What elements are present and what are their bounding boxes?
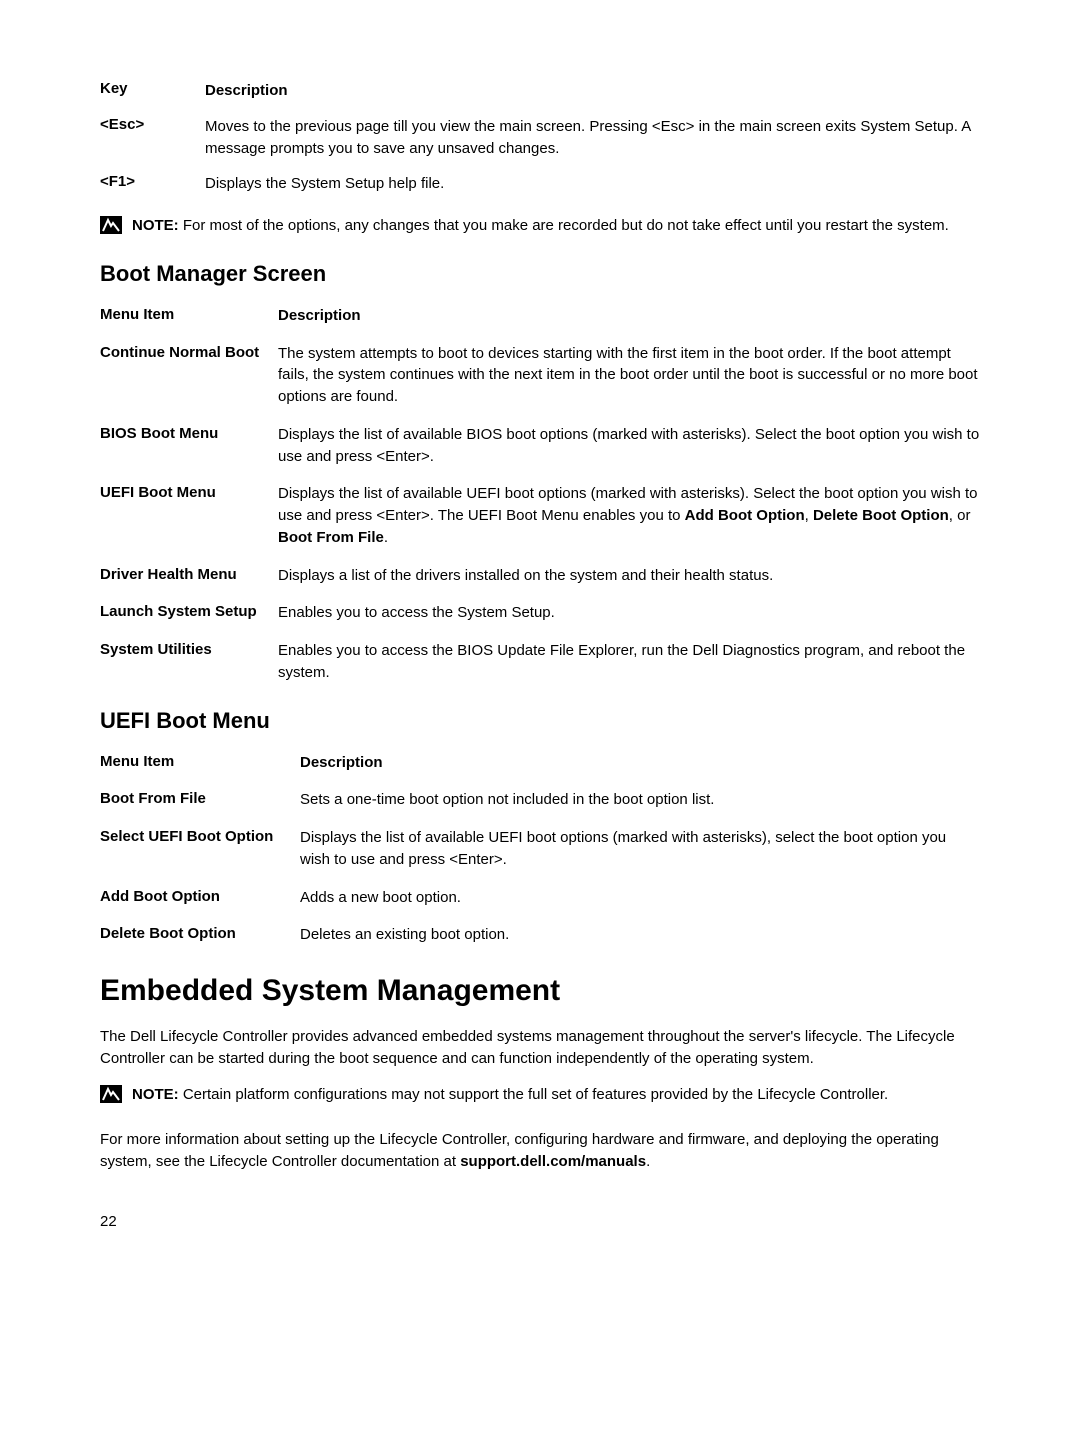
uefi-item: Select UEFI Boot Option — [100, 827, 300, 871]
note-body: Certain platform configurations may not … — [183, 1086, 888, 1103]
uefi-item: Delete Boot Option — [100, 924, 300, 946]
uefi-bold1: Add Boot Option — [685, 507, 805, 524]
note-label: NOTE: — [132, 217, 183, 234]
note-label: NOTE: — [132, 1086, 183, 1103]
uefi-desc: Displays the list of available UEFI boot… — [300, 827, 980, 871]
boot-table-header: Menu Item Description — [100, 305, 980, 327]
boot-row-bios: BIOS Boot Menu Displays the list of avai… — [100, 424, 980, 468]
uefi-menu-table: Menu Item Description Boot From File Set… — [100, 752, 980, 947]
boot-row-continue: Continue Normal Boot The system attempts… — [100, 343, 980, 408]
esm-para2-end: . — [646, 1153, 650, 1170]
esm-para-2: For more information about setting up th… — [100, 1129, 980, 1173]
uefi-desc: Deletes an existing boot option. — [300, 924, 980, 946]
boot-desc: Enables you to access the System Setup. — [278, 602, 980, 624]
uefi-mid2: , or — [949, 507, 971, 524]
esm-heading: Embedded System Management — [100, 974, 980, 1008]
boot-item: System Utilities — [100, 640, 278, 684]
uefi-mid1: , — [805, 507, 813, 524]
boot-desc: The system attempts to boot to devices s… — [278, 343, 980, 408]
boot-menu-table: Menu Item Description Continue Normal Bo… — [100, 305, 980, 684]
boot-row-launch: Launch System Setup Enables you to acces… — [100, 602, 980, 624]
boot-item: Continue Normal Boot — [100, 343, 278, 408]
key-f1: <F1> — [100, 173, 205, 195]
uefi-desc: Sets a one-time boot option not included… — [300, 789, 980, 811]
uefi-table-header: Menu Item Description — [100, 752, 980, 774]
boot-row-utilities: System Utilities Enables you to access t… — [100, 640, 980, 684]
boot-desc: Enables you to access the BIOS Update Fi… — [278, 640, 980, 684]
uefi-header-desc: Description — [300, 752, 980, 774]
boot-item: UEFI Boot Menu — [100, 483, 278, 548]
key-row: <Esc> Moves to the previous page till yo… — [100, 116, 980, 160]
boot-desc: Displays the list of available BIOS boot… — [278, 424, 980, 468]
boot-manager-heading: Boot Manager Screen — [100, 261, 980, 287]
key-table-header: Key Description — [100, 80, 980, 102]
uefi-desc: Adds a new boot option. — [300, 887, 980, 909]
uefi-bold3: Boot From File — [278, 529, 384, 546]
uefi-row: Delete Boot Option Deletes an existing b… — [100, 924, 980, 946]
boot-item: Driver Health Menu — [100, 565, 278, 587]
note-block: NOTE: For most of the options, any chang… — [100, 215, 980, 237]
uefi-header-item: Menu Item — [100, 752, 300, 774]
note-body: For most of the options, any changes tha… — [183, 217, 949, 234]
document-page: Key Description <Esc> Moves to the previ… — [0, 0, 1080, 1270]
uefi-row: Select UEFI Boot Option Displays the lis… — [100, 827, 980, 871]
key-header-desc: Description — [205, 80, 980, 102]
uefi-boot-heading: UEFI Boot Menu — [100, 708, 980, 734]
note-icon — [100, 216, 122, 234]
boot-row-driver: Driver Health Menu Displays a list of th… — [100, 565, 980, 587]
key-row: <F1> Displays the System Setup help file… — [100, 173, 980, 195]
key-f1-desc: Displays the System Setup help file. — [205, 173, 980, 195]
boot-item: Launch System Setup — [100, 602, 278, 624]
note-block: NOTE: Certain platform configurations ma… — [100, 1084, 980, 1106]
boot-item: BIOS Boot Menu — [100, 424, 278, 468]
uefi-item: Boot From File — [100, 789, 300, 811]
esm-para-1: The Dell Lifecycle Controller provides a… — [100, 1026, 980, 1070]
note-text: NOTE: For most of the options, any chang… — [132, 215, 949, 237]
uefi-row: Add Boot Option Adds a new boot option. — [100, 887, 980, 909]
boot-header-item: Menu Item — [100, 305, 278, 327]
note-icon — [100, 1085, 122, 1103]
uefi-row: Boot From File Sets a one-time boot opti… — [100, 789, 980, 811]
key-esc-desc: Moves to the previous page till you view… — [205, 116, 980, 160]
page-number: 22 — [100, 1213, 980, 1230]
esm-para2-bold: support.dell.com/manuals — [460, 1153, 646, 1170]
key-esc: <Esc> — [100, 116, 205, 160]
uefi-item: Add Boot Option — [100, 887, 300, 909]
boot-desc: Displays a list of the drivers installed… — [278, 565, 980, 587]
note-text: NOTE: Certain platform configurations ma… — [132, 1084, 888, 1106]
uefi-bold2: Delete Boot Option — [813, 507, 949, 524]
boot-row-uefi: UEFI Boot Menu Displays the list of avai… — [100, 483, 980, 548]
boot-desc: Displays the list of available UEFI boot… — [278, 483, 980, 548]
key-table: Key Description <Esc> Moves to the previ… — [100, 80, 980, 195]
uefi-end: . — [384, 529, 388, 546]
boot-header-desc: Description — [278, 305, 980, 327]
key-header-key: Key — [100, 80, 205, 102]
